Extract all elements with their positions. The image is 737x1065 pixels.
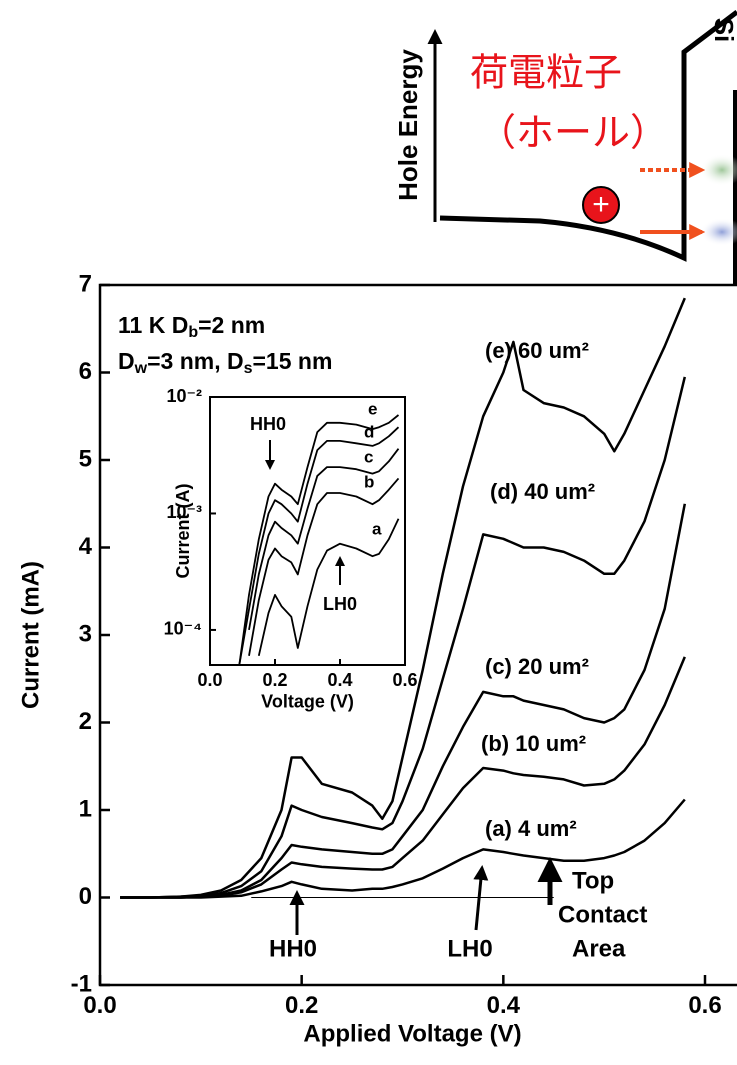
y-tick-label: 7 bbox=[79, 270, 92, 297]
x-tick-label: 0.4 bbox=[487, 992, 521, 1019]
data-line bbox=[238, 426, 400, 666]
marker-label: Contact bbox=[558, 901, 647, 928]
series-label: (e) 60 um² bbox=[485, 338, 589, 363]
particle-label: 荷電粒子 bbox=[470, 51, 622, 95]
data-line bbox=[248, 477, 400, 656]
data-line bbox=[120, 798, 686, 899]
series-label: (c) 20 um² bbox=[485, 654, 589, 679]
plot-frame bbox=[98, 283, 737, 987]
y-tick-label: -1 bbox=[71, 970, 92, 997]
y-axis-label: Current (A) bbox=[173, 484, 193, 579]
annotation-part: D bbox=[118, 348, 135, 374]
annotation-part: =15 nm bbox=[253, 348, 333, 374]
data-line bbox=[238, 414, 400, 666]
marker-label: LH0 bbox=[323, 594, 357, 614]
annotation-part: =3 nm, D bbox=[147, 348, 244, 374]
x-tick-label: 0.4 bbox=[327, 670, 352, 690]
annotation: 11 K Db=2 nm bbox=[118, 312, 265, 341]
x-tick-label: 0.0 bbox=[83, 992, 116, 1019]
series-label: d bbox=[364, 422, 374, 441]
material-label: Si bbox=[709, 18, 737, 43]
y-tick-label: 4 bbox=[79, 533, 93, 560]
data-line bbox=[120, 656, 686, 899]
data-line bbox=[120, 376, 687, 899]
y-tick-label: 6 bbox=[79, 358, 92, 385]
charge-symbol: + bbox=[592, 188, 610, 221]
annotation-part: 11 K D bbox=[118, 312, 188, 338]
annotation-part: w bbox=[134, 360, 148, 377]
series-label: (d) 40 um² bbox=[490, 479, 595, 504]
series-label: c bbox=[364, 447, 373, 466]
y-tick-label: 10⁻⁴ bbox=[164, 619, 202, 639]
marker-label: Area bbox=[572, 935, 626, 962]
annotation-part: s bbox=[244, 360, 253, 377]
marker-label: HH0 bbox=[250, 414, 286, 434]
x-axis-label: Applied Voltage (V) bbox=[303, 1021, 521, 1048]
x-tick-label: 0.6 bbox=[392, 670, 417, 690]
y-tick-label: 2 bbox=[79, 708, 92, 735]
annotation-arrow bbox=[473, 865, 489, 931]
data-line bbox=[248, 448, 400, 631]
marker-label: HH0 bbox=[269, 935, 317, 962]
series-label: e bbox=[368, 399, 377, 418]
marker-label: LH0 bbox=[447, 935, 492, 962]
x-axis-label: Voltage (V) bbox=[261, 692, 354, 712]
data-line bbox=[120, 297, 686, 899]
y-tick-label: 10⁻² bbox=[166, 386, 202, 406]
x-tick-label: 0.6 bbox=[688, 992, 721, 1019]
marker-label: Top bbox=[572, 867, 614, 894]
y-tick-label: 3 bbox=[79, 620, 92, 647]
y-tick-label: 0 bbox=[79, 883, 92, 910]
y-tick-label: 5 bbox=[79, 445, 92, 472]
series-label: a bbox=[372, 519, 382, 538]
y-axis-label: Current (mA) bbox=[17, 561, 44, 709]
diagram-axis-label: Hole Energy bbox=[393, 49, 423, 201]
series-label: (b) 10 um² bbox=[481, 731, 586, 756]
x-tick-label: 0.2 bbox=[285, 992, 318, 1019]
particle-note: （ホール） bbox=[478, 111, 668, 155]
y-tick-label: 10⁻³ bbox=[166, 502, 202, 522]
annotation-part: b bbox=[188, 324, 198, 341]
x-tick-label: 0.0 bbox=[197, 670, 222, 690]
data-line bbox=[257, 518, 400, 656]
annotation-part: =2 nm bbox=[198, 312, 265, 338]
annotation: Dw=3 nm, Ds=15 nm bbox=[118, 348, 332, 377]
y-tick-label: 1 bbox=[79, 795, 92, 822]
series-label: b bbox=[364, 472, 374, 491]
x-tick-label: 0.2 bbox=[262, 670, 287, 690]
plot-frame bbox=[209, 396, 406, 666]
band-diagram bbox=[427, 10, 737, 300]
series-label: (a) 4 um² bbox=[485, 816, 577, 841]
data-line bbox=[120, 503, 687, 899]
